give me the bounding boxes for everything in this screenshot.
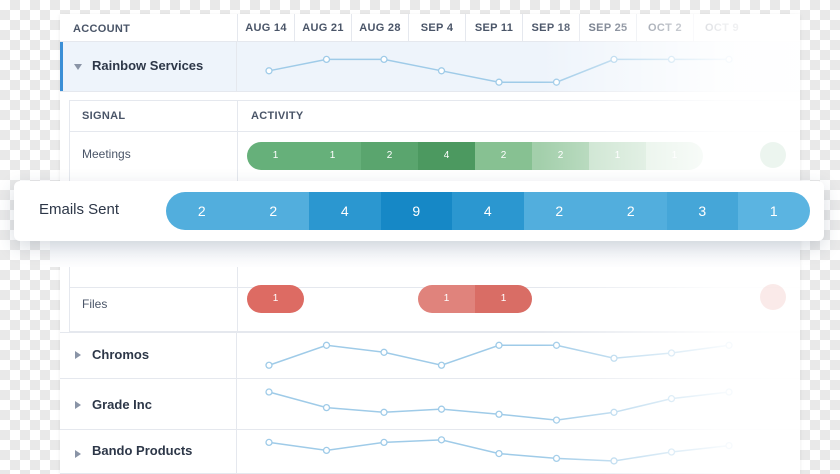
- sparkline-point[interactable]: [667, 55, 676, 64]
- emails-sent-label: Emails Sent: [39, 201, 120, 218]
- sparkline-point[interactable]: [265, 361, 273, 369]
- activity-count-segment[interactable]: 1: [247, 142, 304, 170]
- meetings-label: Meetings: [82, 147, 131, 161]
- activity-column-header: ACTIVITY: [251, 110, 304, 122]
- date-column-header[interactable]: SEP 18: [522, 14, 579, 42]
- table-header: ACCOUNT AUG 14 AUG 21 AUG 28 SEP 4 SEP 1…: [60, 14, 800, 42]
- sparkline-point[interactable]: [322, 55, 331, 64]
- sparkline-point[interactable]: [495, 410, 503, 418]
- sparkline-point[interactable]: [380, 408, 388, 416]
- sparkline-point[interactable]: [610, 354, 618, 362]
- sparkline-point[interactable]: [437, 361, 446, 369]
- sparkline-point[interactable]: [495, 78, 503, 86]
- sparkline-point[interactable]: [380, 438, 388, 447]
- activity-count-segment[interactable]: 1: [304, 142, 361, 170]
- activity-count-segment[interactable]: 4: [309, 192, 381, 230]
- account-column-header: ACCOUNT: [73, 23, 131, 35]
- activity-count-segment[interactable]: 1: [589, 142, 646, 170]
- sparkline-point[interactable]: [725, 55, 733, 64]
- account-row-grade-inc[interactable]: Grade Inc: [60, 379, 800, 430]
- date-column-header[interactable]: SEP 4: [408, 14, 465, 42]
- sparkline-point[interactable]: [437, 405, 446, 413]
- activity-count-segment[interactable]: 1: [475, 285, 532, 313]
- sparkline-point[interactable]: [265, 67, 273, 75]
- activity-count-segment[interactable]: 1: [247, 285, 304, 313]
- sparkline-point[interactable]: [725, 388, 733, 396]
- activity-count-segment[interactable]: 1: [738, 192, 810, 230]
- sparkline-point[interactable]: [322, 341, 331, 349]
- sparkline-point[interactable]: [265, 438, 273, 447]
- sparkline-point[interactable]: [437, 436, 446, 444]
- account-name[interactable]: Chromos: [92, 347, 150, 362]
- activity-count-segment[interactable]: 4: [452, 192, 524, 230]
- sparkline-point[interactable]: [322, 403, 331, 412]
- sparkline-point[interactable]: [380, 55, 388, 64]
- signal-column-header: SIGNAL: [82, 110, 126, 122]
- expand-caret-icon[interactable]: [75, 351, 81, 359]
- date-column-header[interactable]: SEP 25: [579, 14, 636, 42]
- account-row-bando-products[interactable]: Bando Products: [60, 430, 800, 474]
- sparkline-point[interactable]: [380, 348, 388, 356]
- account-row-chromos[interactable]: Chromos: [60, 332, 800, 379]
- activity-count-segment[interactable]: 1: [418, 285, 475, 313]
- sparkline-point[interactable]: [667, 349, 676, 357]
- date-column-header[interactable]: AUG 21: [294, 14, 351, 42]
- sparkline-point[interactable]: [610, 408, 618, 416]
- activity-sparkline: [265, 341, 733, 369]
- sparkline-point[interactable]: [610, 457, 618, 465]
- files-label: Files: [82, 297, 108, 311]
- activity-count-segment[interactable]: 3: [666, 192, 738, 230]
- sparkline-point[interactable]: [437, 67, 446, 75]
- activity-count-segment[interactable]: 2: [523, 192, 595, 230]
- activity-count-segment[interactable]: 1: [646, 142, 703, 170]
- faded-activity-dot: [760, 284, 786, 310]
- account-name[interactable]: Grade Inc: [92, 397, 152, 412]
- expand-caret-icon[interactable]: [75, 450, 81, 458]
- activity-sparkline: [265, 436, 733, 465]
- sparkline-point[interactable]: [495, 341, 503, 349]
- activity-count-segment[interactable]: 2: [475, 142, 532, 170]
- sparkline-point[interactable]: [495, 449, 503, 458]
- files-activity-bar[interactable]: 1: [247, 285, 304, 313]
- activity-sparkline: [265, 55, 733, 86]
- sparkline-point[interactable]: [725, 441, 733, 450]
- sparkline-point[interactable]: [552, 78, 561, 86]
- date-column-header[interactable]: SEP 11: [465, 14, 522, 42]
- activity-count-segment[interactable]: 4: [418, 142, 475, 170]
- activity-count-segment[interactable]: 2: [595, 192, 667, 230]
- expand-caret-icon[interactable]: [75, 401, 81, 409]
- date-column-header[interactable]: OCT 9: [693, 14, 750, 42]
- sparkline-point[interactable]: [552, 341, 561, 349]
- account-name[interactable]: Rainbow Services: [92, 58, 204, 73]
- sparkline-point[interactable]: [610, 55, 618, 64]
- date-column-header[interactable]: AUG 14: [237, 14, 294, 42]
- sparkline-point[interactable]: [552, 454, 561, 463]
- activity-count-segment[interactable]: 9: [380, 192, 452, 230]
- activity-count-segment[interactable]: 2: [361, 142, 418, 170]
- emails-row-backdrop: [50, 241, 800, 267]
- activity-count-segment[interactable]: 2: [166, 192, 238, 230]
- date-column-header[interactable]: OCT 2: [636, 14, 693, 42]
- sparkline-point[interactable]: [667, 448, 676, 456]
- sparkline-point[interactable]: [322, 446, 331, 455]
- account-name[interactable]: Bando Products: [92, 443, 193, 458]
- activity-count-segment[interactable]: 2: [532, 142, 589, 170]
- activity-sparkline: [265, 388, 733, 424]
- sparkline-point[interactable]: [725, 341, 733, 349]
- collapse-caret-icon[interactable]: [74, 64, 82, 70]
- activity-count-segment[interactable]: 2: [237, 192, 309, 230]
- sparkline-point[interactable]: [552, 416, 561, 424]
- date-column-header[interactable]: AUG 28: [351, 14, 408, 42]
- sparkline-point[interactable]: [265, 388, 273, 396]
- faded-activity-dot: [760, 142, 786, 168]
- account-row-rainbow-services[interactable]: Rainbow Services: [60, 42, 800, 92]
- sparkline-point[interactable]: [667, 394, 676, 403]
